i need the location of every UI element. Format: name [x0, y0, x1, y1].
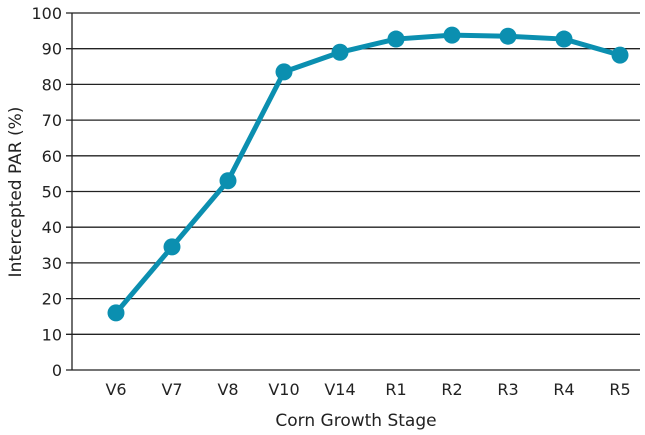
y-tick-label: 0	[52, 361, 62, 380]
y-axis-label: Intercepted PAR (%)	[6, 107, 26, 278]
data-point	[331, 43, 349, 61]
data-point	[443, 26, 461, 44]
x-tick-label: V7	[161, 380, 182, 399]
data-point	[275, 63, 293, 81]
x-tick-label: V14	[324, 380, 355, 399]
x-tick-label: R2	[441, 380, 462, 399]
data-point	[219, 172, 237, 190]
y-tick-label: 70	[42, 111, 62, 130]
data-point	[555, 30, 573, 48]
y-tick-label: 40	[42, 218, 62, 237]
x-tick-label: V8	[217, 380, 238, 399]
x-tick-label: V10	[268, 380, 299, 399]
y-tick-label: 30	[42, 254, 62, 273]
x-axis-label: Corn Growth Stage	[275, 411, 436, 431]
x-tick-label: R5	[609, 380, 630, 399]
y-tick-label: 80	[42, 75, 62, 94]
y-tick-label: 90	[42, 40, 62, 59]
y-tick-label: 60	[42, 147, 62, 166]
y-tick-label: 20	[42, 290, 62, 309]
series-line	[114, 32, 621, 315]
data-point	[163, 238, 181, 256]
x-tick-label: V6	[105, 380, 126, 399]
x-tick-label: R4	[553, 380, 574, 399]
x-tick-label: R1	[385, 380, 406, 399]
y-tick-label: 100	[31, 4, 62, 23]
y-tick-label: 10	[42, 325, 62, 344]
data-point	[107, 304, 125, 322]
data-point	[387, 30, 405, 48]
data-point	[611, 46, 629, 64]
y-tick-label: 50	[42, 183, 62, 202]
x-tick-label: R3	[497, 380, 518, 399]
data-point	[499, 27, 517, 45]
